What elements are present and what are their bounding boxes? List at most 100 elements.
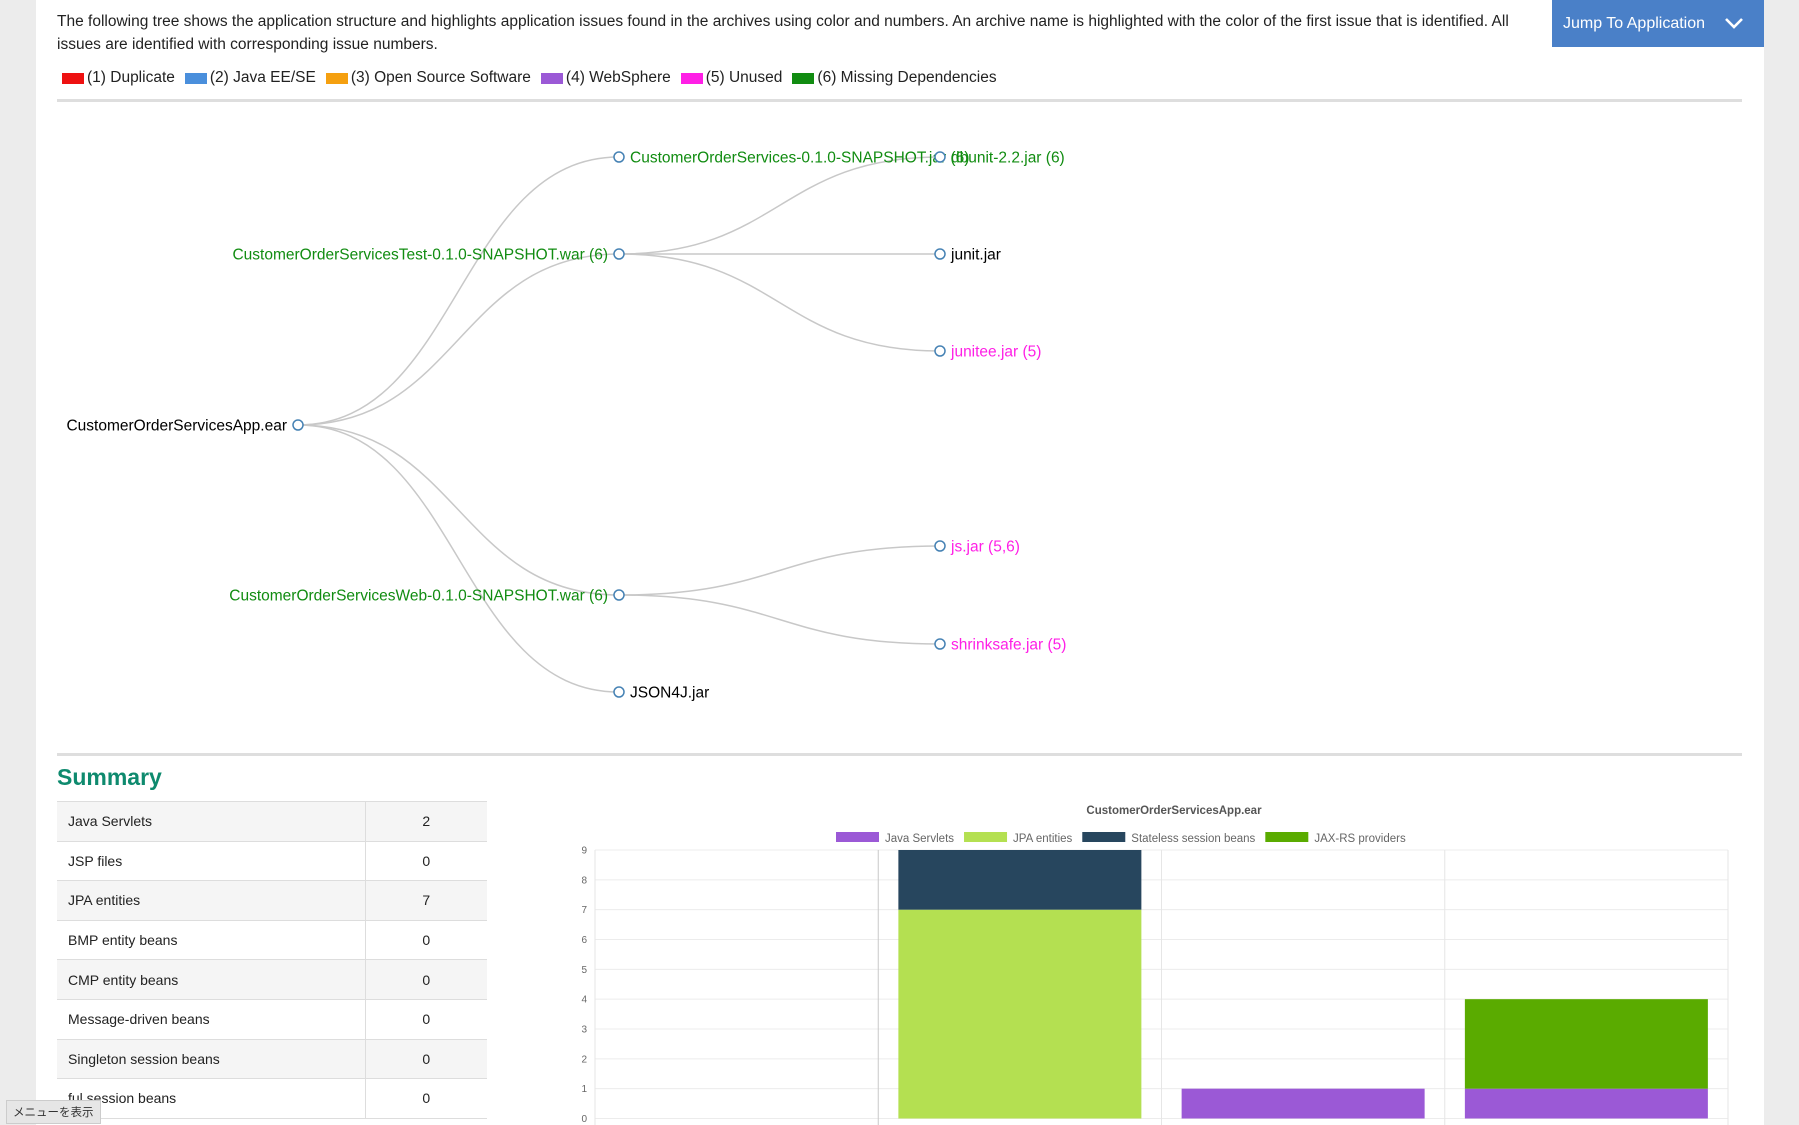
legend-swatch bbox=[325, 72, 348, 84]
tree-node-circle bbox=[934, 638, 946, 650]
summary-row-label: JPA entities bbox=[57, 880, 365, 921]
summary-row-value: 0 bbox=[364, 840, 487, 882]
tree-node-label: js.jar (5,6) bbox=[950, 539, 1020, 556]
legend-swatch bbox=[792, 72, 815, 84]
summary-row-label: ful session beans bbox=[57, 1078, 365, 1119]
legend-label: (6) Missing Dependencies bbox=[817, 69, 997, 86]
chart-bar-segment bbox=[1464, 999, 1708, 1089]
tree-node-circle bbox=[934, 540, 946, 552]
summary-bar-chart: CustomerOrderServicesApp.ear Java Servlet… bbox=[581, 805, 1729, 1125]
chart-y-tick-label: 8 bbox=[581, 875, 587, 886]
tree-link bbox=[297, 253, 620, 426]
chart-legend-item: JAX-RS providers bbox=[1265, 832, 1406, 845]
legend-swatch bbox=[184, 72, 207, 84]
summary-row-value: 0 bbox=[364, 998, 487, 1040]
summary-row: Message-driven beans 0 bbox=[57, 998, 487, 1040]
legend-label: (3) Open Source Software bbox=[350, 69, 531, 86]
summary-row-value: 7 bbox=[364, 880, 487, 921]
tree-link bbox=[618, 156, 941, 255]
tree-node-circle bbox=[613, 589, 625, 601]
legend-item: (2) Java EE/SE bbox=[184, 69, 316, 87]
chart-y-tick-label: 9 bbox=[581, 846, 587, 857]
summary-row-label: Java Servlets bbox=[57, 801, 365, 842]
summary-row-value: 0 bbox=[364, 1038, 487, 1080]
summary-row-value: 0 bbox=[364, 959, 487, 1000]
tree-node-label: junit.jar bbox=[950, 247, 1001, 264]
chart-bar-segment bbox=[898, 909, 1142, 1119]
legend-item: (3) Open Source Software bbox=[325, 69, 531, 87]
summary-row-value: 0 bbox=[364, 1078, 487, 1119]
tree-node: js.jar (5,6) bbox=[934, 539, 1020, 556]
summary-row-value: 0 bbox=[364, 919, 487, 961]
tree-node: junitee.jar (5) bbox=[934, 344, 1041, 361]
tree-node-label: shrinksafe.jar (5) bbox=[951, 637, 1066, 654]
chart-legend-item: Java Servlets bbox=[836, 832, 954, 845]
chart-legend-label: JAX-RS providers bbox=[1314, 833, 1406, 845]
chart-y-tick-label: 5 bbox=[581, 965, 587, 976]
tree-node-label: CustomerOrderServicesWeb-0.1.0-SNAPSHOT.… bbox=[229, 588, 608, 605]
chart-legend-swatch bbox=[836, 832, 879, 842]
tree-node-label: dbunit-2.2.jar (6) bbox=[951, 150, 1065, 167]
application-tree: CustomerOrderServicesApp.ear CustomerOrde… bbox=[66, 150, 1066, 702]
chart-grid bbox=[594, 849, 1729, 1125]
top-divider bbox=[57, 99, 1742, 102]
chart-y-tick-label: 3 bbox=[581, 1025, 587, 1036]
legend-item: (4) WebSphere bbox=[540, 69, 671, 87]
summary-row-label: BMP entity beans bbox=[57, 919, 365, 961]
summary-table: Java Servlets 2 JSP files 0 JPA entities 7 BMP… bbox=[57, 801, 487, 1119]
summary-divider bbox=[57, 753, 1742, 756]
jump-to-application-label: Jump To Application bbox=[1563, 14, 1706, 32]
chart-y-tick-label: 7 bbox=[581, 905, 587, 916]
legend-item: (1) Duplicate bbox=[62, 69, 175, 87]
tree-node-circle bbox=[934, 151, 946, 163]
tree-node: CustomerOrderServicesWeb-0.1.0-SNAPSHOT.… bbox=[229, 588, 625, 605]
tree-node-circle bbox=[613, 686, 625, 698]
tree-node-label: CustomerOrderServicesTest-0.1.0-SNAPSHOT… bbox=[232, 247, 608, 264]
legend-label: (1) Duplicate bbox=[87, 69, 175, 86]
chart-bars bbox=[898, 850, 1708, 1119]
legend-swatch bbox=[540, 72, 563, 84]
chart-legend-label: Java Servlets bbox=[885, 833, 954, 845]
tree-node: dbunit-2.2.jar (6) bbox=[934, 150, 1065, 167]
tree-node: CustomerOrderServicesApp.ear bbox=[66, 418, 304, 435]
summary-row: Singleton session beans 0 bbox=[57, 1038, 487, 1080]
tree-links bbox=[297, 156, 941, 693]
legend-swatch bbox=[62, 72, 84, 84]
summary-row-label: CMP entity beans bbox=[57, 959, 365, 1000]
intro-text: The following tree shows the application… bbox=[57, 13, 1509, 53]
chart-legend-item: JPA entities bbox=[964, 832, 1073, 845]
legend-label: (2) Java EE/SE bbox=[209, 69, 316, 86]
tree-node-label: CustomerOrderServices-0.1.0-SNAPSHOT.jar… bbox=[630, 150, 969, 167]
issue-legend: (1) Duplicate (2) Java EE/SE (3) Open Sour… bbox=[62, 67, 1007, 89]
chart-legend-label: JPA entities bbox=[1013, 833, 1072, 845]
tree-link bbox=[618, 594, 941, 645]
legend-label: (4) WebSphere bbox=[565, 69, 671, 86]
tree-nodes: CustomerOrderServicesApp.ear CustomerOrde… bbox=[66, 150, 1066, 702]
summary-row: CMP entity beans 0 bbox=[57, 959, 487, 1000]
chart-bar-segment bbox=[1464, 1088, 1708, 1119]
tree-node-label: CustomerOrderServicesApp.ear bbox=[66, 418, 287, 435]
chart-bar-segment bbox=[898, 850, 1142, 910]
tree-link bbox=[297, 424, 620, 693]
tree-node-label: JSON4J.jar bbox=[630, 685, 709, 702]
legend-item: (5) Unused bbox=[680, 69, 782, 87]
summary-row-label: Singleton session beans bbox=[57, 1038, 365, 1080]
summary-row-label: Message-driven beans bbox=[57, 998, 365, 1040]
tree-node: CustomerOrderServices-0.1.0-SNAPSHOT.jar… bbox=[613, 150, 969, 167]
show-menu-button[interactable]: メニューを表示 bbox=[6, 1100, 101, 1124]
tree-link bbox=[618, 253, 941, 352]
jump-to-application-button[interactable]: Jump To Application bbox=[1552, 0, 1764, 47]
legend-item: (6) Missing Dependencies bbox=[792, 69, 997, 87]
tree-link bbox=[297, 156, 620, 426]
tree-node: CustomerOrderServicesTest-0.1.0-SNAPSHOT… bbox=[232, 247, 625, 264]
summary-row-label: JSP files bbox=[57, 840, 365, 882]
tree-node: JSON4J.jar bbox=[613, 685, 709, 702]
chart-legend: Java Servlets JPA entities Stateless sessi… bbox=[836, 832, 1406, 845]
chart-y-tick-label: 0 bbox=[581, 1114, 587, 1125]
tree-node-circle bbox=[613, 151, 625, 163]
chart-y-tick-label: 1 bbox=[581, 1084, 587, 1095]
summary-row: JSP files 0 bbox=[57, 840, 487, 882]
chart-legend-swatch bbox=[1265, 832, 1309, 842]
summary-row: Java Servlets 2 bbox=[57, 801, 487, 842]
tree-link bbox=[618, 545, 941, 596]
